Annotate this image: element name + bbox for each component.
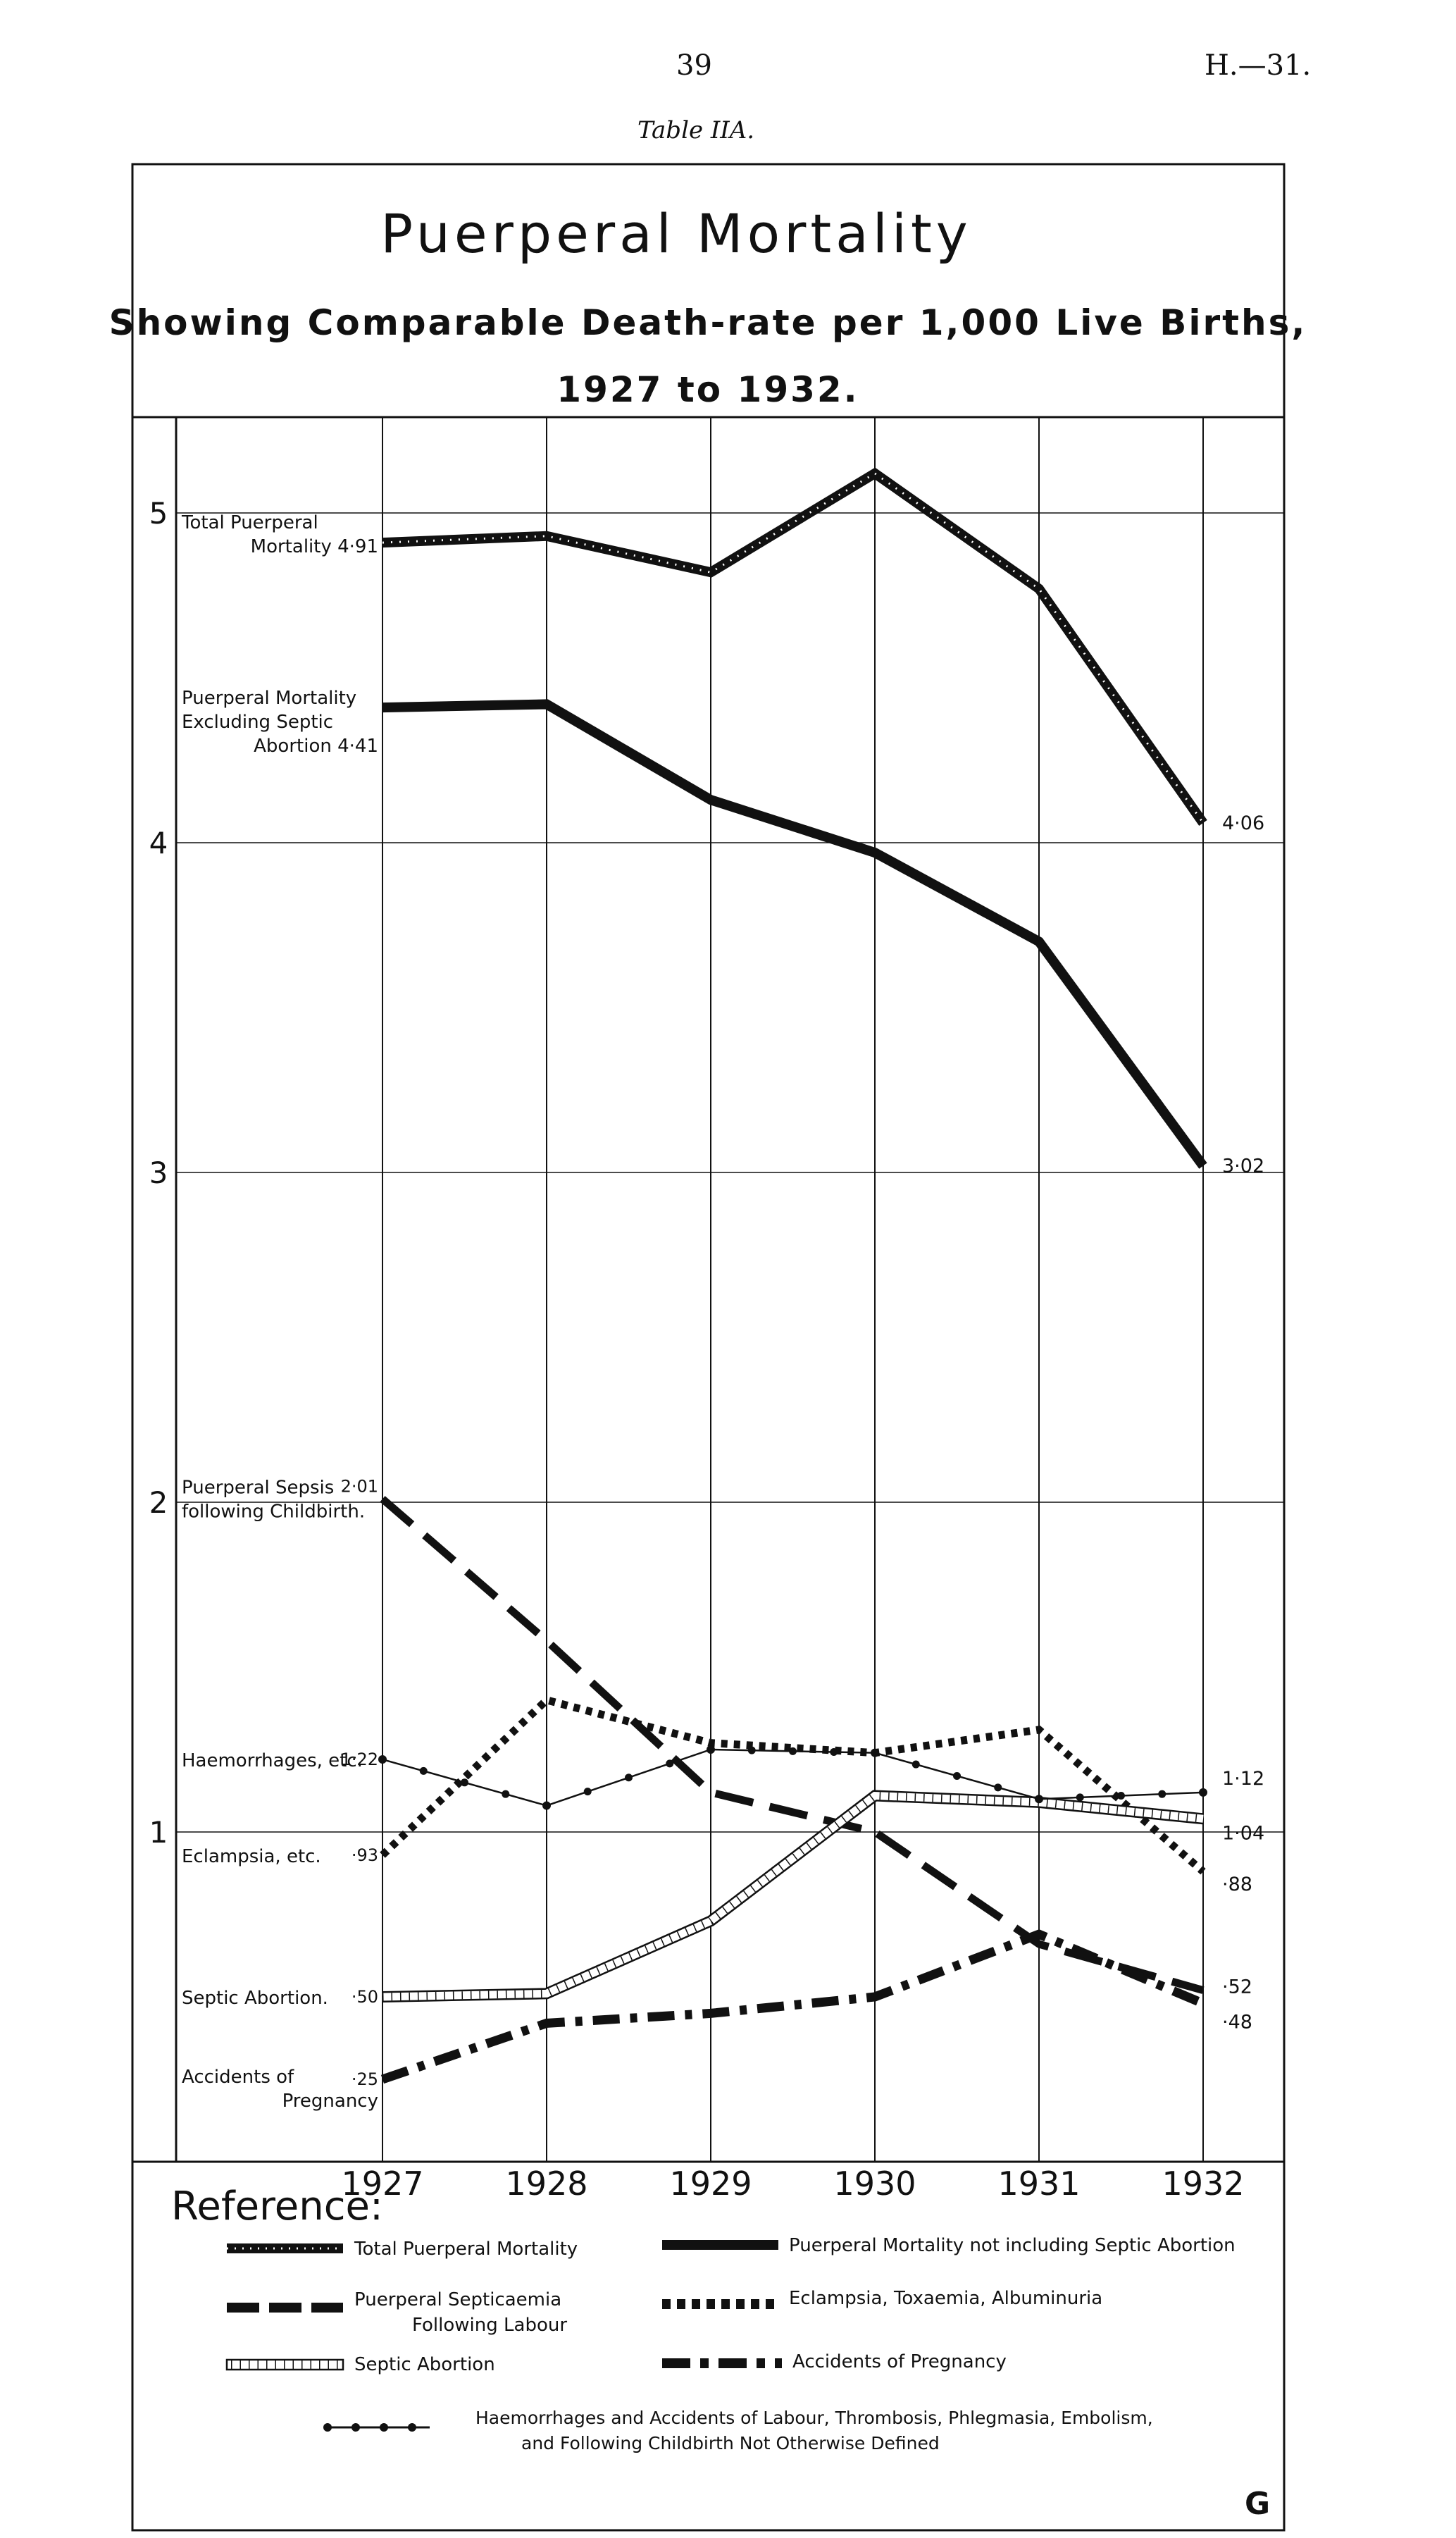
haem-marker-1-2 — [666, 1759, 674, 1768]
legend-item-excl: Puerperal Mortality not including Septic… — [662, 2235, 1236, 2256]
legend-label-excl: Puerperal Mortality not including Septic… — [789, 2235, 1236, 2256]
series-line-eclampsia — [380, 1695, 1206, 1875]
monogram: G — [1245, 2486, 1270, 2522]
start-value-sepsis: 2·01 — [341, 1476, 378, 1496]
end-label-eclampsia: ·88 — [1222, 1874, 1252, 1895]
haem-marker-1-0 — [583, 1788, 592, 1796]
table-caption: Table IIA. — [637, 116, 755, 144]
y-tick-label-2: 2 — [149, 1485, 168, 1520]
haem-marker-1-1 — [625, 1773, 633, 1782]
series-line-septic — [382, 1790, 1204, 2002]
x-tick-labels: 1927 1928 1929 1930 1931 1932 — [341, 2165, 1244, 2203]
haem-marker-3-0 — [911, 1760, 920, 1769]
series-labels: Total Puerperal Mortality 4·91 4·06 Puerper… — [181, 512, 1264, 2112]
x-tick-label-1930: 1930 — [833, 2165, 916, 2203]
series-line-septic-layer2 — [382, 1791, 1204, 2001]
legend-item-total: Total Puerperal Mortality — [227, 2239, 578, 2260]
haem-marker-2-1 — [789, 1747, 797, 1755]
start-label-septic-0: Septic Abortion. — [182, 1988, 328, 2009]
legend-label-septic: Septic Abortion — [354, 2354, 495, 2375]
page-number: 39 — [676, 49, 712, 82]
start-value-accidents: ·25 — [351, 2069, 378, 2089]
y-tick-label-5: 5 — [149, 496, 168, 531]
series-line-excl — [382, 699, 1207, 1169]
legend-label-accidents: Accidents of Pregnancy — [792, 2351, 1007, 2372]
haem-marker-3-2 — [994, 1783, 1002, 1792]
start-label-eclampsia-0: Eclampsia, etc. — [182, 1846, 321, 1867]
start-value-eclampsia: ·93 — [351, 1845, 378, 1865]
haem-marker-3-1 — [953, 1771, 961, 1780]
chart-title: Puerperal Mortality — [380, 202, 971, 265]
start-label-accidents-1: Pregnancy — [282, 2091, 378, 2112]
x-tick-label-1932: 1932 — [1162, 2165, 1244, 2203]
haem-marker-2-2 — [830, 1748, 838, 1757]
data-point-haem-1932 — [1199, 1788, 1207, 1797]
haem-marker-4-0 — [1076, 1793, 1084, 1802]
outer-frame — [131, 163, 1286, 2532]
y-tick-label-1: 1 — [149, 1815, 168, 1850]
start-label-sepsis-1: following Childbirth. — [182, 1501, 365, 1522]
series-line-septic-layer1 — [382, 1791, 1204, 2001]
series-line-total — [382, 467, 1207, 826]
legend-item-sepsis: Puerperal Septicaemia Following Labour — [227, 2289, 567, 2336]
legend-item-septic: Septic Abortion — [225, 2354, 495, 2375]
data-point-haem-1931 — [1035, 1795, 1043, 1804]
chart-subtitle-line2: 1927 to 1932. — [556, 369, 859, 410]
end-label-sepsis: ·52 — [1222, 1976, 1252, 1998]
start-value-septic: ·50 — [351, 1987, 378, 2007]
start-label-excl-0: Puerperal Mortality — [182, 688, 356, 709]
start-label-excl-2: Abortion 4·41 — [254, 736, 378, 757]
end-label-septic: 1·04 — [1222, 1822, 1264, 1844]
x-tick-label-1928: 1928 — [505, 2165, 587, 2203]
legend-label-total: Total Puerperal Mortality — [354, 2239, 578, 2260]
start-label-excl-1: Excluding Septic — [182, 712, 333, 733]
y-tick-label-4: 4 — [149, 826, 168, 860]
x-tick-label-1929: 1929 — [669, 2165, 752, 2203]
end-label-total: 4·06 — [1222, 812, 1264, 834]
haem-marker-0-2 — [502, 1790, 510, 1798]
series-line-sepsis — [380, 1496, 1205, 1994]
haem-marker-2-0 — [747, 1746, 756, 1754]
data-point-haem-1929 — [707, 1745, 715, 1754]
legend-label-eclampsia: Eclampsia, Toxaemia, Albuminuria — [789, 2288, 1102, 2309]
x-tick-label-1931: 1931 — [997, 2165, 1080, 2203]
legend-label-haem-1: Haemorrhages and Accidents of Labour, Th… — [475, 2408, 1153, 2428]
data-point-haem-1928 — [542, 1801, 551, 1810]
haem-marker-0-1 — [461, 1778, 468, 1787]
start-label-sepsis-0: Puerperal Sepsis — [182, 1477, 334, 1498]
legend-label-sepsis-1: Puerperal Septicaemia — [354, 2289, 561, 2310]
start-label-total-0: Total Puerperal — [181, 512, 318, 533]
legend-label-sepsis-2: Following Labour — [412, 2315, 567, 2336]
haem-marker-4-1 — [1117, 1792, 1125, 1800]
document-code: H.—31. — [1205, 49, 1312, 82]
chart-subtitle-line1: Showing Comparable Death-rate per 1,000 … — [109, 302, 1307, 343]
end-label-haem: 1·12 — [1222, 1768, 1264, 1790]
end-label-excl: 3·02 — [1222, 1156, 1264, 1177]
start-value-haem: 1·22 — [341, 1750, 378, 1769]
data-point-haem-1927 — [378, 1755, 387, 1764]
legend-item-eclampsia: Eclampsia, Toxaemia, Albuminuria — [662, 2288, 1102, 2309]
legend-heading: Reference: — [171, 2184, 383, 2229]
data-point-haem-1930 — [871, 1748, 879, 1757]
x-tick-label-1927: 1927 — [341, 2165, 423, 2203]
start-label-total-1: Mortality 4·91 — [251, 536, 378, 557]
legend-item-haem: Haemorrhages and Accidents of Labour, Th… — [323, 2408, 1153, 2453]
y-tick-labels: 1 2 3 4 5 — [149, 496, 168, 1850]
series-group — [378, 467, 1207, 2084]
grid — [176, 417, 1284, 2162]
end-label-accidents: ·48 — [1222, 2011, 1252, 2033]
series-line-accidents — [380, 1929, 1205, 2084]
start-label-accidents-0: Accidents of — [182, 2067, 294, 2088]
haem-marker-4-2 — [1158, 1790, 1166, 1798]
haem-marker-0-0 — [419, 1766, 428, 1775]
start-label-haem-0: Haemorrhages, etc. — [182, 1750, 363, 1771]
y-tick-label-3: 3 — [149, 1156, 168, 1190]
legend-item-accidents: Accidents of Pregnancy — [662, 2351, 1007, 2372]
legend-label-haem-2: and Following Childbirth Not Otherwise D… — [521, 2433, 940, 2453]
